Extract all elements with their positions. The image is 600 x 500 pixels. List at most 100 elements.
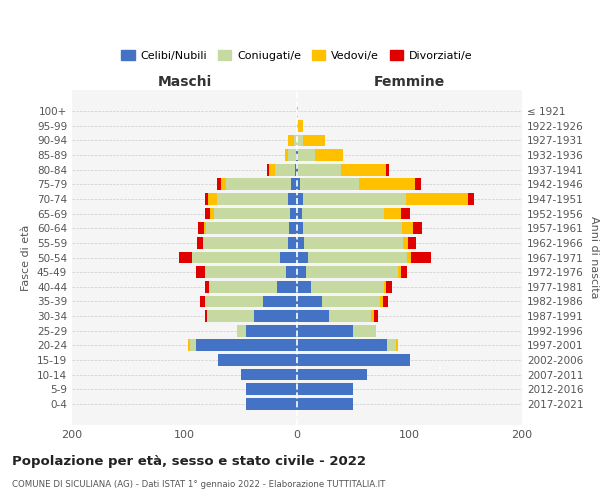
Bar [288,149,296,161]
Bar [410,252,431,264]
Bar [208,193,217,205]
Bar [217,178,221,190]
Bar [297,325,353,336]
Bar [217,193,288,205]
Bar [380,296,383,308]
Bar [238,325,247,336]
Bar [297,296,322,308]
Bar [297,178,301,190]
Bar [206,222,289,234]
Bar [297,281,311,292]
Text: Maschi: Maschi [157,75,212,89]
Bar [298,149,315,161]
Bar [297,237,304,248]
Bar [288,134,293,146]
Bar [371,310,373,322]
Bar [297,310,329,322]
Bar [247,384,297,395]
Bar [205,193,208,205]
Bar [298,164,341,175]
Bar [413,222,422,234]
Bar [288,237,297,248]
Bar [308,252,407,264]
Bar [297,105,298,117]
Bar [292,178,297,190]
Bar [196,266,205,278]
Bar [218,354,297,366]
Bar [386,164,389,175]
Bar [266,164,269,175]
Y-axis label: Anni di nascita: Anni di nascita [589,216,599,298]
Bar [301,178,359,190]
Bar [214,208,290,220]
Bar [193,252,280,264]
Bar [296,149,297,161]
Bar [277,281,297,292]
Bar [341,164,386,175]
Bar [280,252,297,264]
Bar [179,252,193,264]
Bar [396,340,398,351]
Text: COMUNE DI SICULIANA (AG) - Dati ISTAT 1° gennaio 2022 - Elaborazione TUTTITALIA.: COMUNE DI SICULIANA (AG) - Dati ISTAT 1°… [12,480,385,489]
Bar [196,340,297,351]
Bar [289,222,297,234]
Bar [297,369,367,380]
Bar [401,266,407,278]
Bar [306,266,398,278]
Bar [353,325,376,336]
Bar [200,296,205,308]
Bar [386,281,392,292]
Bar [297,354,409,366]
Bar [247,398,297,410]
Bar [401,208,409,220]
Bar [288,193,297,205]
Bar [297,149,298,161]
Bar [263,296,297,308]
Bar [188,340,190,351]
Bar [205,296,263,308]
Bar [269,164,275,175]
Legend: Celibi/Nubili, Coniugati/e, Vedovi/e, Divorziati/e: Celibi/Nubili, Coniugati/e, Vedovi/e, Di… [117,46,477,65]
Bar [329,310,371,322]
Bar [295,164,297,175]
Bar [387,340,396,351]
Text: Popolazione per età, sesso e stato civile - 2022: Popolazione per età, sesso e stato civil… [12,455,366,468]
Bar [297,208,302,220]
Bar [190,340,196,351]
Bar [247,325,297,336]
Bar [205,281,209,292]
Bar [302,134,325,146]
Bar [373,310,378,322]
Bar [293,134,297,146]
Bar [211,208,214,220]
Bar [226,178,292,190]
Bar [241,369,297,380]
Bar [207,310,254,322]
Bar [221,178,226,190]
Bar [302,193,406,205]
Bar [407,252,410,264]
Bar [401,222,413,234]
Bar [403,237,409,248]
Bar [383,281,386,292]
Bar [406,193,468,205]
Bar [284,149,288,161]
Bar [304,237,403,248]
Bar [297,252,308,264]
Bar [203,237,288,248]
Bar [254,310,297,322]
Bar [209,281,277,292]
Bar [383,208,401,220]
Bar [197,237,203,248]
Bar [311,281,383,292]
Bar [203,222,206,234]
Bar [286,266,297,278]
Bar [205,266,286,278]
Bar [297,193,302,205]
Bar [302,222,401,234]
Bar [297,222,302,234]
Bar [198,222,203,234]
Bar [297,164,298,175]
Bar [297,120,302,132]
Text: Femmine: Femmine [374,75,445,89]
